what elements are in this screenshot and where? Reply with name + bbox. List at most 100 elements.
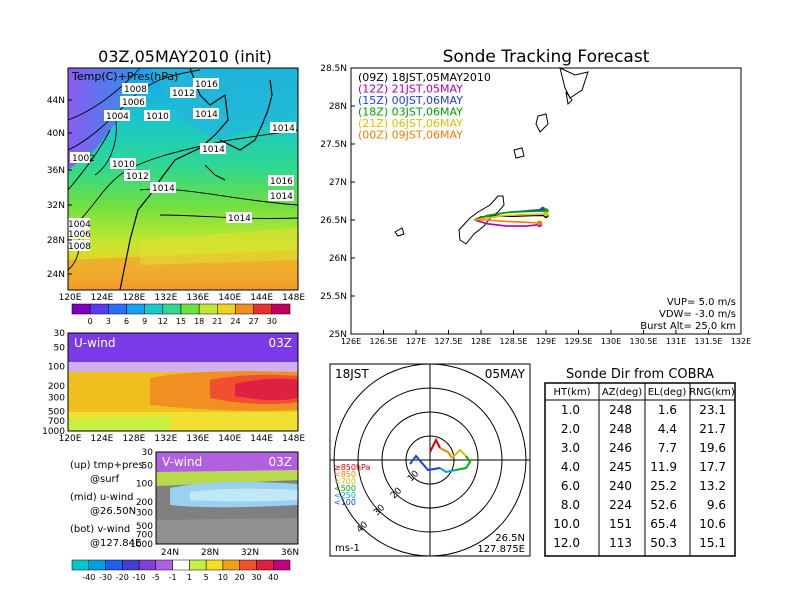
table-header-cell: RNG(km) [689,387,735,398]
table-cell: 151 [609,517,632,531]
pressure-tick-label: 50 [142,461,154,471]
colorbar-tick-label: 21 [212,317,222,326]
svg-text:1010: 1010 [146,112,169,122]
legend-entry: (00Z) 09JST,06MAY [358,129,463,142]
lon-tick-label: 129.5E [565,337,593,346]
map-label: Temp(C)+Pres(hPa) [71,70,178,83]
height-legend-entry: ≥850hPa [334,463,371,472]
lon-tick-label: 136E [186,293,209,303]
colorbar-tick-label: -40 [82,573,95,582]
colorbar-tick-label: 6 [124,317,129,326]
pressure-tick-label: 1000 [42,427,65,437]
tracking-lat-ticks: 28.5N 28N 27.5N 27N 26.5N 26N 25.5N 25N [320,64,355,340]
colorbar-tick-label: 20 [235,573,245,582]
coastline [119,67,229,291]
table-cell: 6.0 [561,479,580,493]
table-cell: 11.9 [650,460,677,474]
lon-tick-label: 144E [250,293,273,303]
left-title: 03Z,05MAY2010 (init) [98,47,272,66]
lon-tick-label: 127.5E [435,337,463,346]
svg-text:1004: 1004 [68,220,91,230]
tracking-burst: Burst Alt= 25.0 km [640,321,736,332]
height-legend-entry: <250 [334,491,356,500]
tracking-map: VUP= 5.0 m/s VDW= -3.0 m/s Burst Alt= 25… [350,67,742,335]
lon-tick-label: 130E [601,337,621,346]
wind-colorbar: -40 -30 -20 -10 -5 -1 1 5 10 20 30 40 [71,559,291,582]
svg-text:1008: 1008 [68,242,91,252]
lat-tick-label: 28.5N [320,64,347,74]
colorbar-tick-label: 5 [204,573,209,582]
svg-text:1016: 1016 [195,80,218,90]
svg-text:1002: 1002 [72,154,95,164]
lon-tick-label: 140E [218,293,241,303]
table-cell: 248 [609,403,632,417]
u-wind-lon-ticks: 120E 124E 128E 132E 136E 140E 144E 148E [59,434,306,444]
tracking-series [474,206,549,228]
lon-tick-label: 129E [536,337,556,346]
lat-tick-label: 25.5N [320,292,347,302]
colorbar-swatch [198,303,218,315]
u-wind-label: U-wind [74,336,115,350]
table-cell: 245 [609,460,632,474]
lat-tick-label: 27N [329,178,347,188]
legend-entry: (09Z) 18JST,05MAY2010 [358,71,491,84]
lon-tick-label: 124E [91,293,114,303]
colorbar-tick-label: 24 [230,317,240,326]
lon-tick-label: 128E [122,293,145,303]
table-cell: 246 [609,441,632,455]
lon-tick-label: 128E [122,434,145,444]
colorbar-tick-label: -10 [133,573,146,582]
table-body: HT(km) AZ(deg) EL(deg) RNG(km) 1.0 248 1.6 23.1… [553,387,735,550]
lon-tick-label: 148E [282,434,305,444]
polar-pos-lat: 26.5N [495,533,525,544]
table-cell: 240 [609,479,632,493]
pressure-tick-label: 700 [48,417,65,427]
svg-text:1006: 1006 [122,98,145,108]
table-cell: 21.7 [699,422,726,436]
lat-tick-label: 28N [47,236,65,246]
colorbar-swatch [89,303,109,315]
table-cell: 10.6 [699,517,726,531]
colorbar-tick-label: 1 [187,573,192,582]
lat-tick-label: 40N [47,129,65,139]
lat-tick-label: 32N [241,548,259,558]
lat-tick-label: 32N [47,201,65,211]
table-header-cell: HT(km) [554,387,591,398]
lon-tick-label: 128.5E [500,337,528,346]
pressure-tick-label: 1000 [130,540,153,550]
v-wind-lat-ticks: 24N 28N 32N 36N [161,548,299,558]
v-wind-label: V-wind [162,455,202,469]
table-cell: 8.0 [561,498,580,512]
temp-map-lat-ticks: 44N 40N 36N 32N 28N 24N [47,96,72,280]
svg-text:(bot) v-wind: (bot) v-wind [70,524,130,535]
svg-text:(up) tmp+pres: (up) tmp+pres [70,460,144,471]
lat-tick-label: 24N [47,270,65,280]
height-legend-entry: <100 [334,498,356,507]
colorbar-tick-label: 18 [194,317,204,326]
lon-tick-label: 126.5E [370,337,398,346]
pressure-tick-label: 500 [48,408,65,418]
lon-tick-label: 140E [218,434,241,444]
svg-text:(mid) u-wind: (mid) u-wind [70,492,133,503]
lat-tick-label: 28N [329,102,347,112]
table-cell: 248 [609,422,632,436]
table-cell: 19.6 [699,441,726,455]
polar-height-legend: ≥850hPa<850<700<500<250<100 [334,463,371,507]
table-cell: 4.4 [658,422,677,436]
polar-time-right: 05MAY [485,367,526,381]
svg-text:1014: 1014 [152,184,175,194]
colorbar-tick-label: 0 [88,317,93,326]
lon-tick-label: 124E [91,434,114,444]
colorbar-swatch [162,303,182,315]
lon-tick-label: 128E [471,337,491,346]
lon-tick-label: 132E [154,293,177,303]
temp-map: Temp(C)+Pres(hPa) 1008 1012 1016 1006 10… [67,67,299,291]
legend-entry: (18Z) 03JST,06MAY [358,106,463,119]
tracking-title: Sonde Tracking Forecast [443,47,650,67]
lat-tick-label: 26N [329,254,347,264]
colorbar-swatch [239,559,257,571]
polar-pos-lon: 127.875E [477,544,525,555]
lat-tick-label: 36N [47,166,65,176]
